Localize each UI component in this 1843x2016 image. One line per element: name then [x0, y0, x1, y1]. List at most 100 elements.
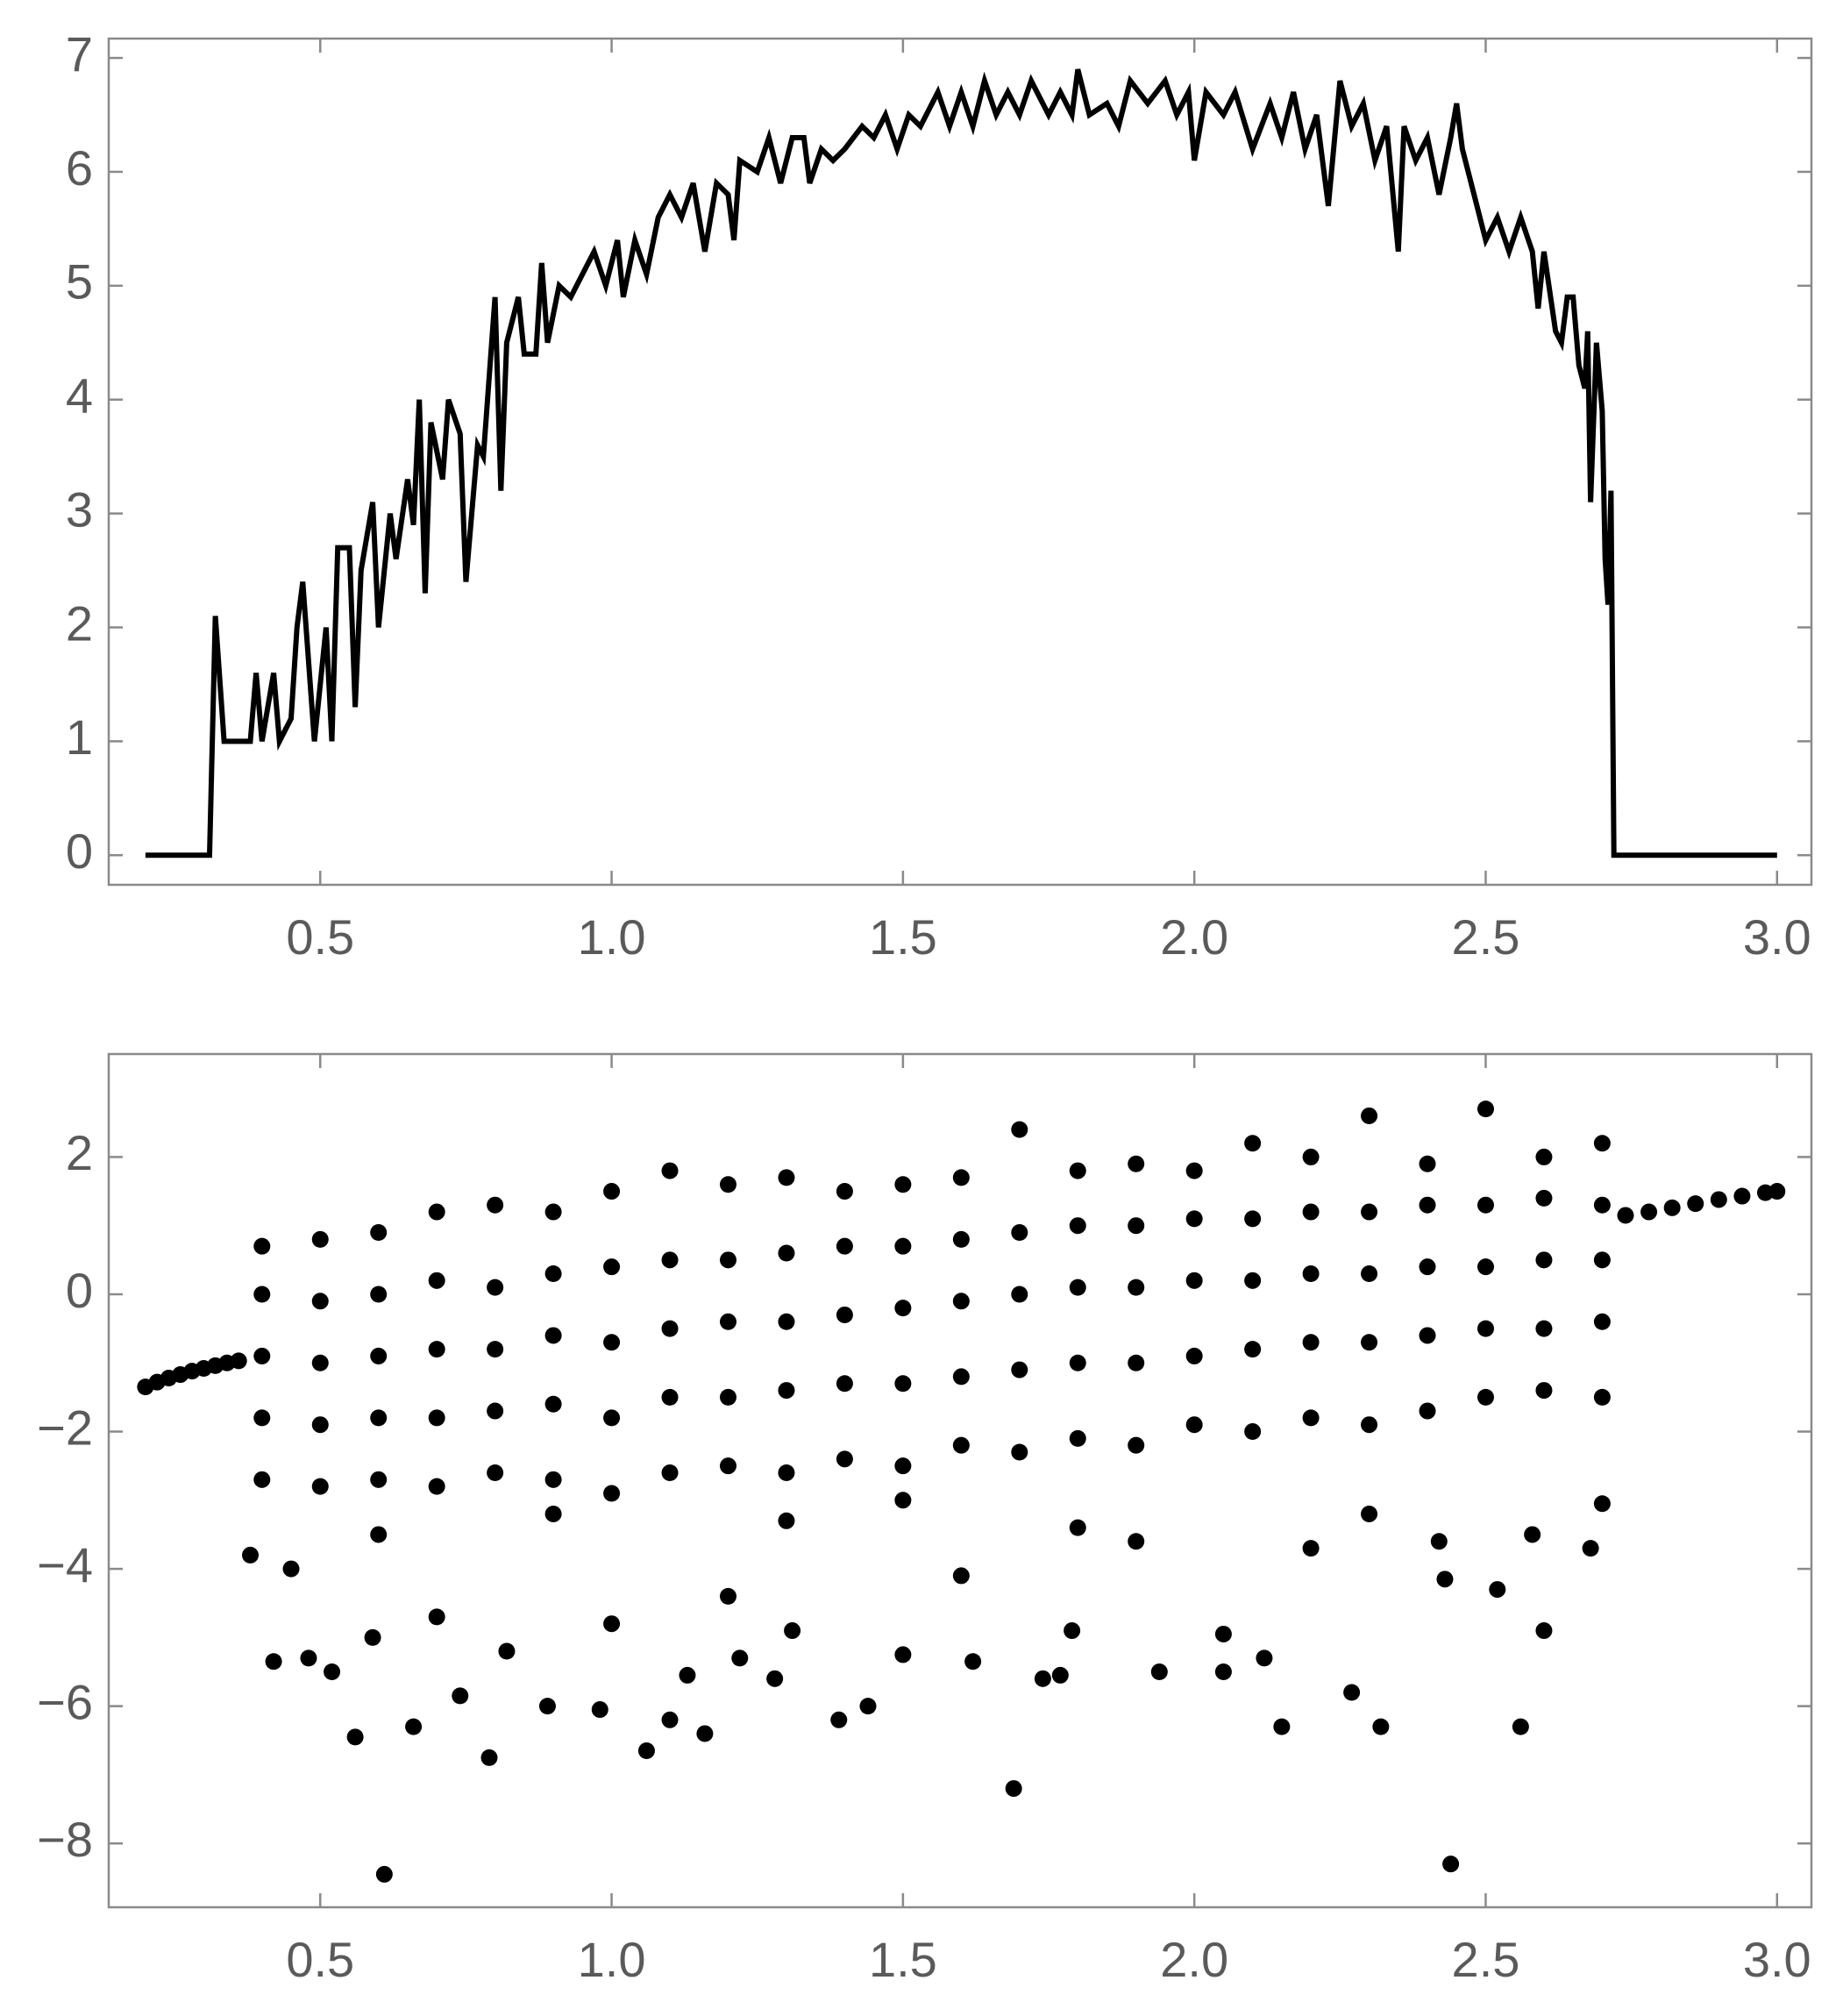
point — [1768, 1183, 1786, 1200]
point — [1535, 1189, 1553, 1207]
point — [370, 1471, 388, 1488]
point — [1185, 1210, 1203, 1228]
x-tick-label: 0.5 — [286, 909, 354, 965]
point — [452, 1687, 469, 1705]
x-tick-label: 0.5 — [286, 1932, 354, 1987]
y-tick-label: 1 — [66, 709, 93, 765]
point — [1302, 1264, 1320, 1282]
point — [1069, 1519, 1086, 1536]
point — [696, 1725, 714, 1742]
point — [603, 1615, 621, 1633]
point — [1302, 1148, 1320, 1165]
point — [311, 1416, 329, 1434]
y-tick-label: 2 — [66, 595, 93, 651]
point — [1419, 1258, 1436, 1276]
point — [1069, 1354, 1086, 1371]
point — [1051, 1666, 1069, 1684]
point — [731, 1649, 749, 1667]
point — [661, 1162, 679, 1179]
point — [719, 1457, 736, 1475]
point — [894, 1492, 912, 1509]
point — [242, 1546, 260, 1564]
y-tick-label: 6 — [66, 140, 93, 196]
point — [428, 1409, 445, 1427]
point — [836, 1375, 853, 1393]
point — [1011, 1361, 1028, 1378]
point — [591, 1701, 608, 1719]
y-tick-label: 5 — [66, 254, 93, 310]
point — [311, 1230, 329, 1248]
point — [766, 1670, 784, 1687]
point — [370, 1409, 388, 1427]
point — [1593, 1251, 1611, 1269]
point — [300, 1649, 317, 1667]
point — [1069, 1279, 1086, 1296]
point — [1244, 1272, 1262, 1289]
x-tick-label: 3.0 — [1743, 909, 1811, 965]
point — [1489, 1581, 1506, 1599]
point — [1419, 1327, 1436, 1344]
point — [1302, 1540, 1320, 1557]
point — [346, 1728, 364, 1746]
point — [1069, 1429, 1086, 1447]
point — [1150, 1663, 1168, 1681]
point — [1069, 1162, 1086, 1179]
y-tick-label: −2 — [37, 1400, 93, 1455]
point — [1442, 1856, 1460, 1873]
point — [952, 1436, 970, 1454]
point — [952, 1230, 970, 1248]
point — [538, 1698, 556, 1715]
point — [637, 1742, 655, 1760]
point — [1185, 1416, 1203, 1434]
point — [370, 1347, 388, 1364]
point — [1361, 1203, 1378, 1221]
point — [487, 1279, 504, 1296]
x-tick-label: 3.0 — [1743, 1932, 1811, 1987]
point — [679, 1666, 696, 1684]
point — [544, 1203, 562, 1221]
point — [603, 1183, 621, 1200]
x-tick-label: 1.0 — [578, 909, 646, 965]
point — [1185, 1272, 1203, 1289]
point — [1419, 1196, 1436, 1214]
point — [778, 1169, 795, 1186]
point — [778, 1512, 795, 1529]
point — [405, 1718, 423, 1735]
point — [603, 1334, 621, 1351]
point — [544, 1264, 562, 1282]
point — [265, 1653, 282, 1671]
point — [1512, 1718, 1529, 1735]
point — [661, 1320, 679, 1337]
point — [1011, 1121, 1028, 1138]
point — [1361, 1107, 1378, 1124]
point — [1593, 1313, 1611, 1330]
point — [1524, 1526, 1541, 1543]
y-tick-label: −4 — [37, 1537, 93, 1592]
point — [1064, 1622, 1081, 1640]
point — [964, 1653, 982, 1671]
point — [480, 1749, 498, 1766]
point — [311, 1354, 329, 1371]
point — [778, 1313, 795, 1330]
point — [894, 1375, 912, 1393]
point — [1244, 1210, 1262, 1228]
point — [661, 1711, 679, 1728]
point — [1419, 1155, 1436, 1172]
point — [719, 1313, 736, 1330]
point — [1535, 1320, 1553, 1337]
point — [428, 1341, 445, 1358]
point — [1244, 1423, 1262, 1441]
point — [1128, 1217, 1145, 1235]
point — [1244, 1341, 1262, 1358]
x-tick-label: 1.5 — [869, 909, 937, 965]
y-tick-label: 3 — [66, 481, 93, 537]
point — [498, 1642, 516, 1660]
point — [1361, 1264, 1378, 1282]
y-tick-label: 4 — [66, 368, 93, 424]
point — [428, 1478, 445, 1495]
point — [1663, 1199, 1681, 1216]
point — [952, 1368, 970, 1386]
point — [830, 1711, 848, 1728]
point — [253, 1409, 271, 1427]
